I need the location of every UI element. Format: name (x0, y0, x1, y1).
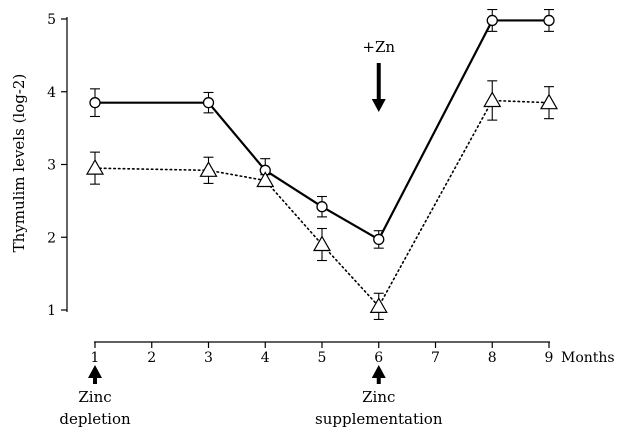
series-1-point-4 (316, 201, 328, 213)
series-2-point-5 (369, 297, 388, 313)
x-tick-label-4: 4 (261, 350, 270, 366)
y-tick-label-1: 1 (47, 303, 56, 319)
series-1-point-5 (373, 233, 385, 246)
x-tick-label-8: 8 (488, 350, 497, 366)
x-tick-label-3: 3 (204, 350, 213, 366)
x-tick-label-2: 2 (147, 350, 156, 366)
series-2-point-3 (256, 171, 275, 188)
annotation-supplementation-label-line-1: Zinc (362, 388, 395, 406)
x-axis-unit-label: Months (561, 350, 615, 366)
plot-area: 1 2 3 4 5 1 2 3 4 5 6 7 8 9 Months +Zn Zinc depletion Zinc… (47, 8, 615, 428)
series-2-point-1 (85, 158, 105, 175)
y-axis-title: Thymulim levels (log-2) (10, 74, 28, 253)
y-tick-label-3: 3 (47, 158, 56, 174)
series-1-point-2 (202, 97, 215, 109)
x-tick-label-5: 5 (318, 350, 327, 366)
x-tick-label-1: 1 (91, 350, 100, 366)
y-tick-label-4: 4 (47, 85, 56, 101)
series-1-point-6 (486, 14, 498, 27)
series-2-point-2 (199, 161, 218, 177)
series-2-point-6 (483, 91, 502, 108)
annotation-depletion-arrow-head (88, 365, 102, 378)
annotation-depletion-label-line-1: Zinc (78, 388, 111, 406)
x-tick-label-6: 6 (374, 350, 383, 366)
annotation-zn-label: +Zn (362, 38, 395, 56)
annotation-supplementation-arrow-head (371, 365, 386, 378)
annotation-zn-arrow-head (371, 99, 386, 112)
y-tick-label-5: 5 (47, 12, 56, 28)
series-1-point-7 (543, 14, 555, 27)
series-1-point-1 (89, 97, 101, 109)
series-2-point-7 (539, 93, 559, 110)
annotation-depletion-label-line-2: depletion (59, 410, 131, 428)
annotation-supplementation-label-line-2: supplementation (315, 410, 443, 428)
x-tick-label-9: 9 (545, 350, 554, 366)
series-2-point-4 (312, 235, 332, 252)
y-tick-label-2: 2 (47, 230, 56, 246)
x-tick-label-7: 7 (431, 350, 440, 366)
